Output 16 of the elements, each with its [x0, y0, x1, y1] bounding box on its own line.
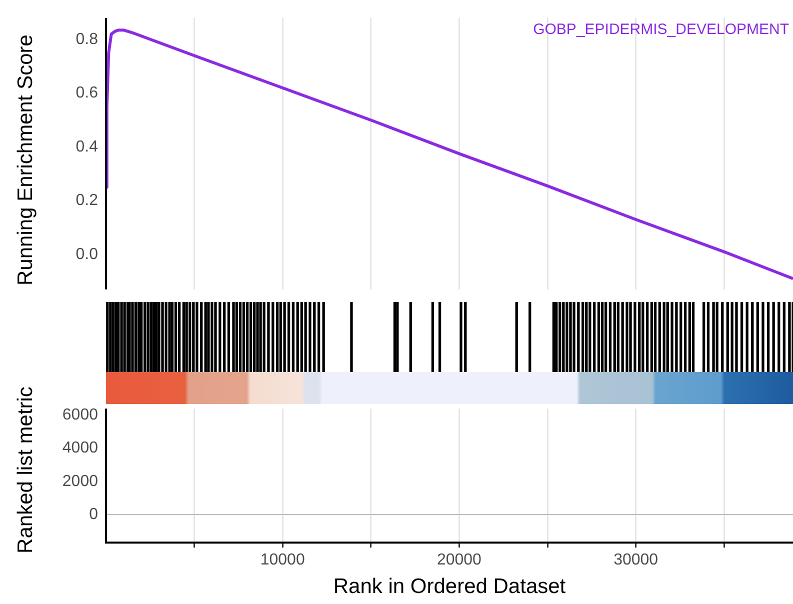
y-tick-label: 0 — [89, 506, 98, 523]
x-tick-label: 30000 — [614, 552, 658, 569]
text: GOBP_EPIDERMIS_DEVELOPMENT — [533, 21, 789, 38]
y-tick-label: 0.0 — [76, 246, 98, 263]
y-tick-label: 0.6 — [76, 84, 98, 102]
y-tick-label: 2000 — [62, 472, 98, 490]
x-axis-title: Rank in Ordered Dataset — [333, 575, 566, 598]
y-tick-label: 4000 — [62, 440, 98, 457]
y-tick-label: 6000 — [62, 406, 98, 424]
y-tick-label: 0.2 — [76, 192, 98, 210]
y-axis-title: Ranked list metric — [14, 386, 38, 554]
y-axis-title: Running Enrichment Score — [14, 34, 38, 286]
x-tick-label: 10000 — [260, 552, 305, 569]
y-tick-label: 0.4 — [76, 138, 98, 156]
y-tick-label: 0.8 — [76, 30, 98, 48]
x-tick-label: 20000 — [436, 552, 482, 569]
